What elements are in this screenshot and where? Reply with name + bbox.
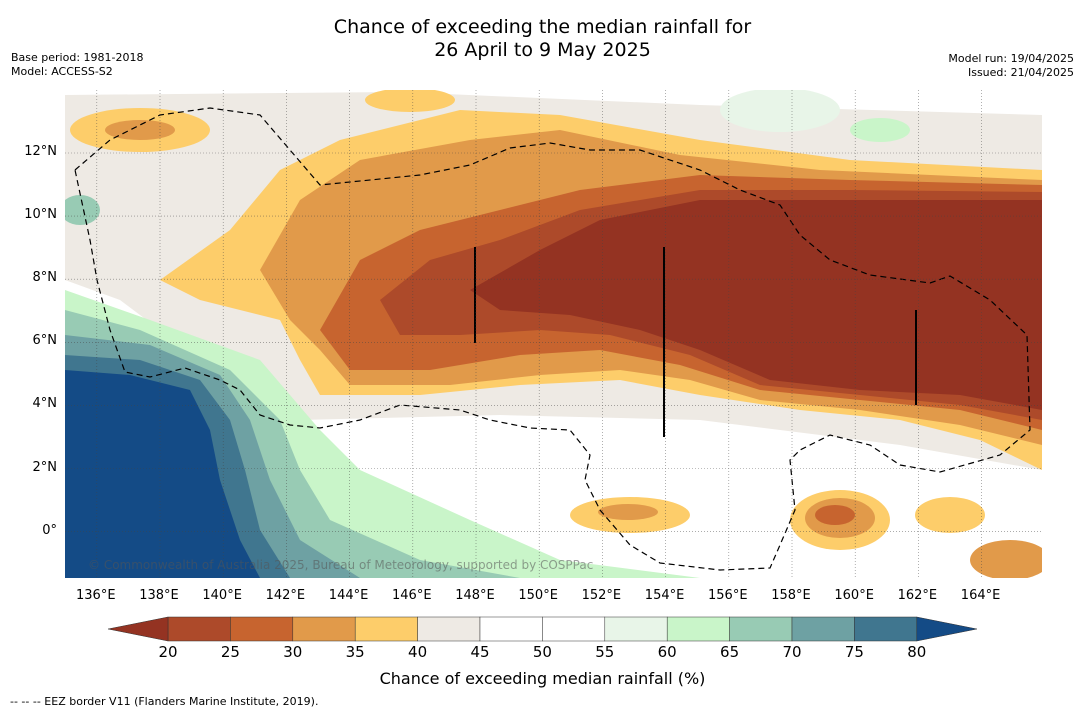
meta-right: Model run: 19/04/2025 Issued: 21/04/2025: [948, 52, 1074, 80]
model-run: Model run: 19/04/2025: [948, 52, 1074, 65]
colorbar: [107, 616, 978, 642]
lat-label: 6°N: [32, 333, 58, 349]
lon-label: 136°E: [76, 588, 116, 603]
colorbar-high-extend: [916, 616, 978, 642]
colorbar-tick-label: 50: [532, 643, 552, 661]
colorbar-segment: [167, 616, 231, 642]
base-period: Base period: 1981-2018: [11, 51, 144, 64]
lat-label: 10°N: [24, 207, 57, 223]
map-title: Chance of exceeding the median rainfall …: [0, 16, 1085, 62]
colorbar-low-extend: [107, 616, 169, 642]
colorbar-segment: [666, 616, 730, 642]
colorbar-tick-label: 45: [470, 643, 490, 661]
colorbar-segment: [542, 616, 606, 642]
colorbar-segment: [604, 616, 668, 642]
colorbar-tick-label: 65: [720, 643, 740, 661]
colorbar-tick-label: 60: [657, 643, 677, 661]
colorbar-tick-label: 35: [345, 643, 365, 661]
lat-label: 0°: [42, 522, 57, 538]
title-line-1: Chance of exceeding the median rainfall …: [333, 16, 752, 38]
gridlines: [65, 90, 1042, 578]
lat-label: 8°N: [32, 270, 58, 286]
colorbar-segment: [479, 616, 543, 642]
colorbar-segment: [292, 616, 356, 642]
lon-label: 150°E: [518, 588, 558, 603]
colorbar-tick-label: 75: [844, 643, 864, 661]
colorbar-tick-label: 70: [782, 643, 802, 661]
eez-footnote: -- -- -- EEZ border V11 (Flanders Marine…: [10, 695, 319, 708]
lon-label: 156°E: [708, 588, 748, 603]
colorbar-segment: [417, 616, 481, 642]
title-line-2: 26 April to 9 May 2025: [434, 39, 651, 61]
lon-label: 144°E: [328, 588, 369, 603]
issued-date: Issued: 21/04/2025: [967, 66, 1074, 79]
colorbar-label: Chance of exceeding median rainfall (%): [379, 669, 706, 688]
colorbar-tick-label: 20: [158, 643, 178, 661]
colorbar-segment: [354, 616, 418, 642]
lat-label: 12°N: [24, 144, 57, 159]
colorbar-tick-label: 25: [220, 643, 240, 661]
copyright-notice: © Commonwealth of Australia 2025, Bureau…: [88, 558, 594, 572]
lon-label: 148°E: [455, 588, 495, 603]
eez-border: [74, 107, 1031, 571]
colorbar-segment: [854, 616, 918, 642]
lon-label: 140°E: [202, 588, 242, 603]
colorbar-tick-label: 80: [907, 643, 927, 661]
lon-label: 152°E: [581, 588, 622, 603]
colorbar-tick-label: 30: [283, 643, 303, 661]
lat-label: 4°N: [32, 396, 58, 412]
model-name: Model: ACCESS-S2: [11, 65, 113, 78]
colorbar-segment: [729, 616, 793, 642]
colorbar-segment: [791, 616, 855, 642]
lon-label: 154°E: [644, 588, 685, 603]
colorbar-tick-label: 55: [595, 643, 615, 661]
lon-label: 138°E: [139, 588, 179, 603]
meta-left: Base period: 1981-2018 Model: ACCESS-S2: [11, 51, 143, 79]
lon-label: 146°E: [392, 588, 432, 603]
lon-label: 164°E: [960, 588, 1001, 603]
lon-label: 160°E: [834, 588, 874, 603]
lon-label: 158°E: [771, 588, 811, 603]
colorbar-segment: [230, 616, 294, 642]
lon-label: 142°E: [265, 588, 306, 603]
lon-label: 162°E: [897, 588, 938, 603]
rainfall-map: [65, 90, 1042, 578]
colorbar-tick-label: 40: [408, 643, 428, 661]
lat-label: 2°N: [32, 459, 58, 475]
